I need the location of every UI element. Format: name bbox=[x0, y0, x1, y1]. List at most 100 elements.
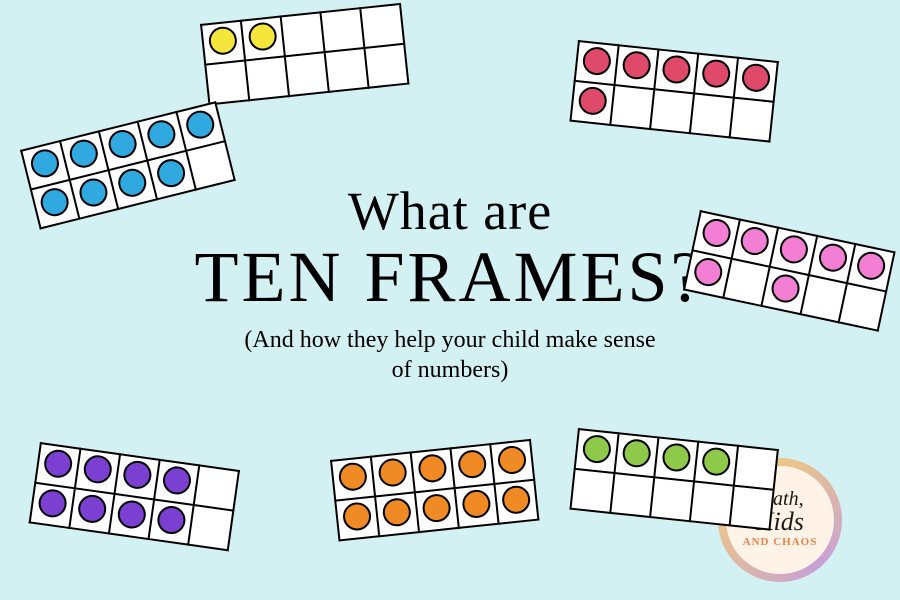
counter-dot bbox=[183, 107, 217, 141]
ten-frame-cell bbox=[694, 442, 738, 486]
ten-frame-cell bbox=[694, 54, 738, 98]
counter-dot bbox=[421, 492, 452, 523]
ten-frame-cell bbox=[325, 48, 369, 92]
counter-dot bbox=[377, 457, 408, 488]
ten-frame-cell bbox=[320, 8, 364, 52]
counter-dot bbox=[144, 117, 178, 151]
counter-dot bbox=[816, 241, 849, 274]
ten-frame-cell bbox=[149, 499, 194, 544]
ten-frame-cell bbox=[331, 457, 375, 501]
counter-dot bbox=[337, 461, 368, 492]
ten-frame-cell bbox=[285, 52, 329, 96]
counter-dot bbox=[582, 45, 613, 76]
counter-dot bbox=[457, 448, 488, 479]
ten-frame-cell bbox=[335, 496, 379, 540]
ten-frame-yellow bbox=[200, 3, 409, 106]
ten-frame-cell bbox=[690, 481, 734, 525]
ten-frame-cell bbox=[571, 469, 615, 513]
ten-frame-cell bbox=[154, 460, 199, 505]
ten-frame-cell bbox=[571, 81, 615, 125]
counter-dot bbox=[247, 21, 278, 52]
ten-frame-red bbox=[569, 40, 778, 143]
infographic-canvas: What are TEN FRAMES? (And how they help … bbox=[0, 0, 900, 600]
counter-dot bbox=[661, 54, 692, 85]
ten-frame-purple bbox=[29, 442, 240, 551]
counter-dot bbox=[621, 49, 652, 80]
counter-dot bbox=[82, 453, 114, 485]
ten-frame-cell bbox=[30, 483, 75, 528]
counter-dot bbox=[28, 146, 62, 180]
counter-dot bbox=[115, 165, 149, 199]
ten-frame-cell bbox=[360, 4, 404, 48]
ten-frame-cell bbox=[610, 85, 654, 129]
ten-frame-cell bbox=[610, 473, 654, 517]
ten-frame-cell bbox=[35, 443, 80, 488]
counter-dot bbox=[741, 62, 772, 93]
subtitle: (And how they help your child make sense… bbox=[100, 325, 800, 385]
counter-dot bbox=[461, 488, 492, 519]
counter-dot bbox=[577, 85, 608, 116]
counter-dot bbox=[739, 224, 772, 257]
ten-frame-cell bbox=[188, 505, 233, 550]
counter-dot bbox=[161, 464, 193, 496]
counter-dot bbox=[621, 437, 652, 468]
counter-dot bbox=[855, 249, 888, 282]
counter-dot bbox=[381, 496, 412, 527]
ten-frame-cell bbox=[490, 440, 534, 484]
counter-dot bbox=[116, 498, 148, 530]
counter-dot bbox=[777, 232, 810, 265]
counter-dot bbox=[67, 136, 101, 170]
counter-dot bbox=[37, 487, 69, 519]
ten-frame-cell bbox=[371, 453, 415, 497]
ten-frame-cell bbox=[575, 41, 619, 85]
ten-frame-cell bbox=[455, 484, 499, 528]
ten-frame-cell bbox=[75, 449, 120, 494]
counter-dot bbox=[582, 433, 613, 464]
ten-frame-cell bbox=[654, 49, 698, 93]
counter-dot bbox=[701, 58, 732, 89]
counter-dot bbox=[207, 25, 238, 56]
counter-dot bbox=[156, 504, 188, 536]
ten-frame-orange bbox=[330, 439, 539, 542]
counter-dot bbox=[661, 442, 692, 473]
ten-frame-cell bbox=[839, 283, 886, 330]
ten-frame-cell bbox=[194, 465, 239, 510]
ten-frame-cell bbox=[115, 454, 160, 499]
counter-dot bbox=[76, 493, 108, 525]
counter-dot bbox=[769, 271, 802, 304]
ten-frame-cell bbox=[450, 444, 494, 488]
ten-frame-green bbox=[569, 428, 778, 531]
ten-frame-cell bbox=[281, 12, 325, 56]
counter-dot bbox=[700, 216, 733, 249]
ten-frame-cell bbox=[69, 488, 114, 533]
ten-frame-cell bbox=[730, 98, 774, 142]
ten-frame-cell bbox=[614, 45, 658, 89]
ten-frame-cell bbox=[650, 477, 694, 521]
ten-frame-cell bbox=[494, 480, 538, 524]
counter-dot bbox=[122, 459, 154, 491]
logo-line-3: AND CHAOS bbox=[743, 535, 818, 550]
counter-dot bbox=[154, 156, 188, 190]
ten-frame-cell bbox=[415, 488, 459, 532]
ten-frame-cell bbox=[614, 433, 658, 477]
ten-frame-cell bbox=[109, 494, 154, 539]
ten-frame-cell bbox=[730, 486, 774, 530]
counter-dot bbox=[501, 484, 532, 515]
ten-frame-cell bbox=[375, 492, 419, 536]
counter-dot bbox=[42, 447, 74, 479]
counter-dot bbox=[106, 127, 140, 161]
counter-dot bbox=[342, 501, 373, 532]
counter-dot bbox=[701, 446, 732, 477]
ten-frame-cell bbox=[734, 446, 778, 490]
ten-frame-cell bbox=[654, 437, 698, 481]
ten-frame-cell bbox=[364, 44, 408, 88]
ten-frame-cell bbox=[201, 21, 245, 65]
ten-frame-cell bbox=[650, 89, 694, 133]
ten-frame-cell bbox=[241, 17, 285, 61]
ten-frame-cell bbox=[245, 56, 289, 100]
counter-dot bbox=[38, 185, 72, 219]
ten-frame-cell bbox=[734, 58, 778, 102]
counter-dot bbox=[692, 255, 725, 288]
ten-frame-cell bbox=[575, 429, 619, 473]
counter-dot bbox=[76, 175, 110, 209]
